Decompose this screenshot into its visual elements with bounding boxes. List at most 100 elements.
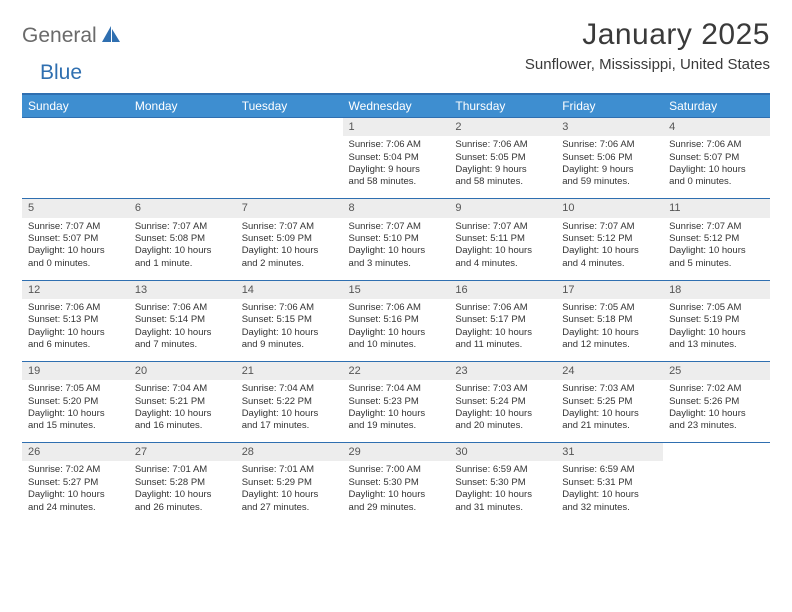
daylight-text: and 23 minutes. [669,420,764,432]
calendar-day-cell: 3Sunrise: 7:06 AMSunset: 5:06 PMDaylight… [556,118,663,199]
calendar-day-cell [663,443,770,524]
daylight-text: and 16 minutes. [135,420,230,432]
day-body: Sunrise: 7:07 AMSunset: 5:12 PMDaylight:… [663,218,770,280]
calendar-day-cell: 2Sunrise: 7:06 AMSunset: 5:05 PMDaylight… [449,118,556,199]
day-number: 19 [22,362,129,380]
day-number: 31 [556,443,663,461]
day-body [236,136,343,198]
day-body: Sunrise: 7:06 AMSunset: 5:16 PMDaylight:… [343,299,450,361]
day-body: Sunrise: 7:06 AMSunset: 5:05 PMDaylight:… [449,136,556,198]
day-body: Sunrise: 7:04 AMSunset: 5:22 PMDaylight:… [236,380,343,442]
weekday-header: Wednesday [343,94,450,118]
daylight-text: Daylight: 10 hours [28,245,123,257]
calendar-day-cell: 27Sunrise: 7:01 AMSunset: 5:28 PMDayligh… [129,443,236,524]
daylight-text: and 17 minutes. [242,420,337,432]
calendar-day-cell: 23Sunrise: 7:03 AMSunset: 5:24 PMDayligh… [449,361,556,442]
day-number: 6 [129,199,236,217]
sunset-text: Sunset: 5:24 PM [455,396,550,408]
daylight-text: Daylight: 9 hours [455,164,550,176]
day-number: 9 [449,199,556,217]
daylight-text: and 29 minutes. [349,502,444,514]
sunset-text: Sunset: 5:04 PM [349,152,444,164]
calendar-week-row: 12Sunrise: 7:06 AMSunset: 5:13 PMDayligh… [22,280,770,361]
daylight-text: and 13 minutes. [669,339,764,351]
daylight-text: and 27 minutes. [242,502,337,514]
day-number: 11 [663,199,770,217]
daylight-text: Daylight: 10 hours [669,164,764,176]
calendar-day-cell: 14Sunrise: 7:06 AMSunset: 5:15 PMDayligh… [236,280,343,361]
sunrise-text: Sunrise: 6:59 AM [455,464,550,476]
calendar-day-cell: 24Sunrise: 7:03 AMSunset: 5:25 PMDayligh… [556,361,663,442]
calendar-day-cell: 28Sunrise: 7:01 AMSunset: 5:29 PMDayligh… [236,443,343,524]
daylight-text: and 4 minutes. [455,258,550,270]
sunrise-text: Sunrise: 7:07 AM [455,221,550,233]
sunrise-text: Sunrise: 7:00 AM [349,464,444,476]
sunrise-text: Sunrise: 7:02 AM [669,383,764,395]
daylight-text: Daylight: 10 hours [135,327,230,339]
daylight-text: and 10 minutes. [349,339,444,351]
day-number: 20 [129,362,236,380]
calendar-head: SundayMondayTuesdayWednesdayThursdayFrid… [22,94,770,118]
sunset-text: Sunset: 5:27 PM [28,477,123,489]
sunset-text: Sunset: 5:08 PM [135,233,230,245]
daylight-text: Daylight: 10 hours [242,489,337,501]
daylight-text: Daylight: 10 hours [455,408,550,420]
sunset-text: Sunset: 5:17 PM [455,314,550,326]
sunset-text: Sunset: 5:16 PM [349,314,444,326]
calendar-week-row: 19Sunrise: 7:05 AMSunset: 5:20 PMDayligh… [22,361,770,442]
weekday-header: Monday [129,94,236,118]
day-number: 10 [556,199,663,217]
sunset-text: Sunset: 5:09 PM [242,233,337,245]
sunset-text: Sunset: 5:18 PM [562,314,657,326]
weekday-header: Friday [556,94,663,118]
daylight-text: and 3 minutes. [349,258,444,270]
title-block: January 2025 Sunflower, Mississippi, Uni… [525,18,770,73]
daylight-text: Daylight: 10 hours [562,327,657,339]
day-number: 4 [663,118,770,136]
sunset-text: Sunset: 5:13 PM [28,314,123,326]
daylight-text: Daylight: 10 hours [455,327,550,339]
weekday-header: Saturday [663,94,770,118]
calendar-week-row: 26Sunrise: 7:02 AMSunset: 5:27 PMDayligh… [22,443,770,524]
sunset-text: Sunset: 5:19 PM [669,314,764,326]
day-body [22,136,129,198]
day-number: 27 [129,443,236,461]
day-body [663,461,770,523]
day-body: Sunrise: 6:59 AMSunset: 5:31 PMDaylight:… [556,461,663,523]
sunset-text: Sunset: 5:30 PM [455,477,550,489]
calendar-day-cell: 9Sunrise: 7:07 AMSunset: 5:11 PMDaylight… [449,199,556,280]
day-body: Sunrise: 7:07 AMSunset: 5:12 PMDaylight:… [556,218,663,280]
day-number: 21 [236,362,343,380]
sunset-text: Sunset: 5:30 PM [349,477,444,489]
calendar-week-row: 1Sunrise: 7:06 AMSunset: 5:04 PMDaylight… [22,118,770,199]
calendar-day-cell: 13Sunrise: 7:06 AMSunset: 5:14 PMDayligh… [129,280,236,361]
daylight-text: Daylight: 10 hours [135,408,230,420]
daylight-text: and 0 minutes. [28,258,123,270]
daylight-text: Daylight: 10 hours [28,408,123,420]
day-body: Sunrise: 7:04 AMSunset: 5:23 PMDaylight:… [343,380,450,442]
sunrise-text: Sunrise: 7:06 AM [349,139,444,151]
daylight-text: Daylight: 10 hours [669,327,764,339]
calendar-day-cell: 26Sunrise: 7:02 AMSunset: 5:27 PMDayligh… [22,443,129,524]
day-number: 13 [129,281,236,299]
sunset-text: Sunset: 5:25 PM [562,396,657,408]
daylight-text: and 24 minutes. [28,502,123,514]
calendar-week-row: 5Sunrise: 7:07 AMSunset: 5:07 PMDaylight… [22,199,770,280]
daylight-text: and 11 minutes. [455,339,550,351]
calendar-day-cell: 12Sunrise: 7:06 AMSunset: 5:13 PMDayligh… [22,280,129,361]
day-number [236,118,343,136]
logo-sail-icon [101,25,121,48]
calendar-day-cell [22,118,129,199]
sunset-text: Sunset: 5:21 PM [135,396,230,408]
day-body: Sunrise: 7:06 AMSunset: 5:04 PMDaylight:… [343,136,450,198]
day-number [663,443,770,461]
sunrise-text: Sunrise: 7:07 AM [28,221,123,233]
sunset-text: Sunset: 5:14 PM [135,314,230,326]
sunrise-text: Sunrise: 7:06 AM [455,302,550,314]
day-body: Sunrise: 7:07 AMSunset: 5:08 PMDaylight:… [129,218,236,280]
sunrise-text: Sunrise: 7:06 AM [28,302,123,314]
sunset-text: Sunset: 5:10 PM [349,233,444,245]
sunrise-text: Sunrise: 7:03 AM [455,383,550,395]
calendar-day-cell [129,118,236,199]
sunset-text: Sunset: 5:05 PM [455,152,550,164]
